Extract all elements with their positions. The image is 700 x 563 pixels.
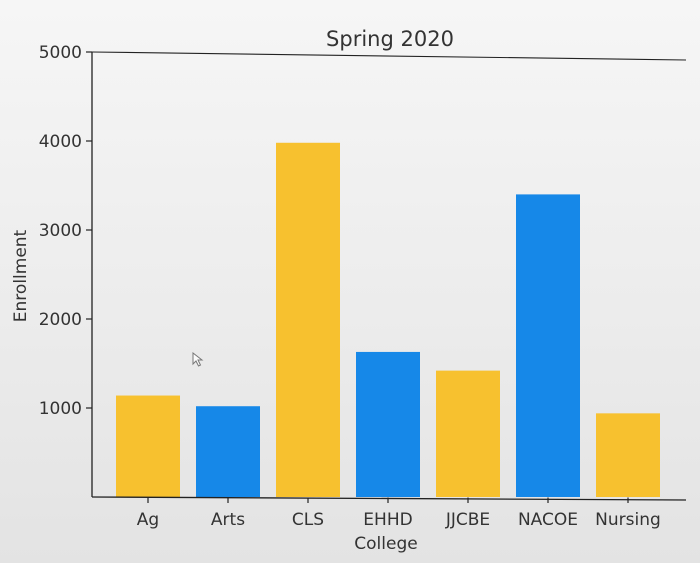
top-axis-line: [91, 51, 687, 61]
x-tick-label-jjcbe: JJCBE: [445, 510, 490, 530]
x-axis-label: College: [354, 534, 417, 554]
x-tick-label-ag: Ag: [137, 510, 159, 530]
y-tick-label-3000: 3000: [39, 221, 82, 241]
y-tick-label-5000: 5000: [39, 43, 82, 63]
x-ticks-group: Ag Arts CLS EHHD JJCBE NACOE Nursing: [137, 497, 661, 530]
y-tick-label-1000: 1000: [39, 399, 82, 419]
bar-cls: [276, 142, 340, 497]
mouse-pointer-icon: [192, 352, 204, 367]
bar-nacoe: [516, 194, 580, 497]
y-axis-label: Enrollment: [11, 229, 31, 322]
x-tick-label-ehhd: EHHD: [363, 510, 412, 530]
bar-nursing: [596, 413, 660, 497]
x-tick-label-cls: CLS: [292, 510, 324, 530]
bar-jjcbe: [436, 370, 500, 497]
x-tick-label-arts: Arts: [211, 510, 245, 530]
y-ticks-group: 1000 2000 3000 4000 5000: [39, 43, 92, 419]
axes-group: [91, 51, 687, 501]
bars-group: [116, 142, 660, 497]
x-axis-line: [91, 496, 687, 501]
y-tick-label-4000: 4000: [39, 132, 82, 152]
bar-ehhd: [356, 351, 420, 497]
bar-arts: [196, 406, 260, 497]
x-tick-label-nursing: Nursing: [595, 510, 661, 530]
bar-ag: [116, 395, 180, 497]
y-tick-label-2000: 2000: [39, 310, 82, 330]
chart-title: Spring 2020: [326, 27, 454, 51]
x-tick-label-nacoe: NACOE: [518, 510, 578, 530]
